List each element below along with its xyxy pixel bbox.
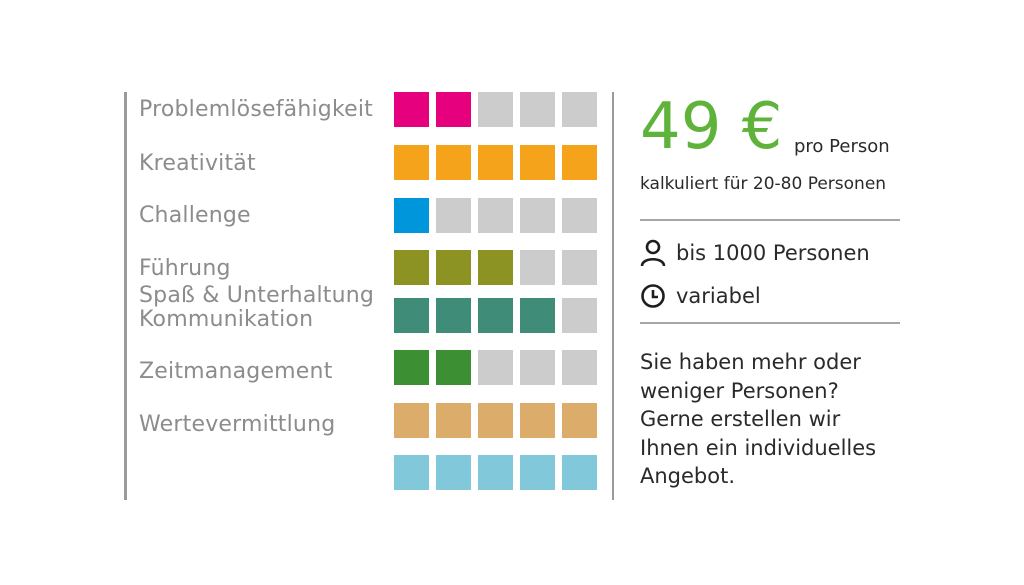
duration-info: variabel <box>640 282 761 310</box>
rating-square-filled <box>520 145 555 180</box>
rating-square-empty <box>562 92 597 127</box>
rating-square-filled <box>478 250 513 285</box>
rating-square-empty <box>520 250 555 285</box>
rating-square-empty <box>520 198 555 233</box>
divider-bottom <box>640 322 900 324</box>
rating-square-filled <box>478 298 513 333</box>
duration-text: variabel <box>676 284 761 308</box>
rating-square-empty <box>436 198 471 233</box>
note-line: Gerne erstellen wir <box>640 407 841 431</box>
rating-square-filled <box>436 403 471 438</box>
rating-square-empty <box>520 350 555 385</box>
persons-text: bis 1000 Personen <box>676 241 870 265</box>
rating-row <box>394 250 597 285</box>
rating-square-filled <box>394 350 429 385</box>
rating-square-filled <box>436 92 471 127</box>
rating-square-empty <box>478 198 513 233</box>
price-calculation-note: kalkuliert für 20-80 Personen <box>640 174 887 194</box>
persons-info: bis 1000 Personen <box>640 239 870 267</box>
rating-square-filled <box>436 455 471 490</box>
center-divider <box>612 92 614 500</box>
rating-square-empty <box>562 298 597 333</box>
rating-square-filled <box>436 250 471 285</box>
label-challenge: Challenge <box>139 203 251 228</box>
rating-square-filled <box>562 455 597 490</box>
label-fuehrung: Führung <box>139 256 231 281</box>
rating-square-filled <box>436 298 471 333</box>
custom-offer-note: Sie haben mehr oder weniger Personen? Ge… <box>640 348 940 491</box>
rating-row <box>394 455 597 490</box>
rating-square-empty <box>520 92 555 127</box>
rating-square-filled <box>520 298 555 333</box>
rating-square-filled <box>436 350 471 385</box>
note-line: Angebot. <box>640 464 736 488</box>
rating-square-filled <box>394 403 429 438</box>
label-problemloesefaehigkeit: Problemlösefähigkeit <box>139 97 373 122</box>
rating-row <box>394 92 597 127</box>
rating-square-filled <box>394 92 429 127</box>
clock-icon <box>640 283 666 309</box>
person-icon <box>640 239 666 267</box>
rating-square-empty <box>562 350 597 385</box>
label-kommunikation: Kommunikation <box>139 307 314 332</box>
note-line: Sie haben mehr oder <box>640 350 861 374</box>
label-spass-unterhaltung: Spaß & Unterhaltung <box>139 283 375 308</box>
rating-square-filled <box>394 250 429 285</box>
label-wertevermittlung: Wertevermittlung <box>139 412 336 437</box>
rating-square-filled <box>436 145 471 180</box>
price-value: 49 € <box>640 90 783 164</box>
rating-row <box>394 350 597 385</box>
rating-row <box>394 403 597 438</box>
divider-top <box>640 219 900 221</box>
rating-square-filled <box>394 298 429 333</box>
rating-square-filled <box>394 198 429 233</box>
rating-row <box>394 198 597 233</box>
price-block: 49 € pro Person <box>640 90 890 164</box>
rating-square-filled <box>478 403 513 438</box>
rating-square-filled <box>478 145 513 180</box>
label-zeitmanagement: Zeitmanagement <box>139 359 333 384</box>
rating-square-filled <box>562 145 597 180</box>
left-divider <box>124 92 127 500</box>
rating-square-filled <box>562 403 597 438</box>
rating-square-empty <box>478 92 513 127</box>
price-unit: pro Person <box>794 136 890 157</box>
rating-square-filled <box>520 403 555 438</box>
label-kreativitaet: Kreativität <box>139 151 256 176</box>
rating-square-empty <box>478 350 513 385</box>
rating-square-filled <box>478 455 513 490</box>
note-line: Ihnen ein individuelles <box>640 435 877 460</box>
rating-square-filled <box>520 455 555 490</box>
rating-square-empty <box>562 250 597 285</box>
rating-square-empty <box>562 198 597 233</box>
rating-square-filled <box>394 455 429 490</box>
rating-row <box>394 145 597 180</box>
rating-row <box>394 298 597 333</box>
rating-square-filled <box>394 145 429 180</box>
note-line: weniger Personen? <box>640 378 839 403</box>
